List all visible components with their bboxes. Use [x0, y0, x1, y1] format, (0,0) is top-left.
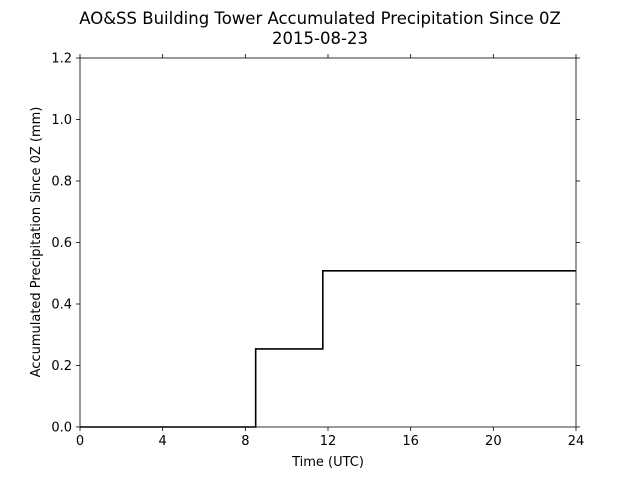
- x-tick-label: 4: [159, 434, 167, 449]
- x-tick-label: 24: [568, 434, 585, 449]
- y-tick-label: 1.2: [51, 52, 72, 67]
- x-tick-label: 8: [241, 434, 249, 449]
- y-tick-label: 0.8: [51, 175, 72, 190]
- plot-area: 0 4 8 12 16 20 24 0.0 0.2 0.4 0.6 0.8 1.0 1.2: [51, 52, 584, 450]
- y-tick-label: 0.4: [51, 298, 72, 313]
- chart-title: AO&SS Building Tower Accumulated Precipi…: [79, 9, 561, 28]
- x-tick-label: 0: [76, 434, 84, 449]
- chart-subtitle: 2015-08-23: [272, 29, 368, 48]
- y-tick-label: 0.0: [51, 421, 72, 436]
- y-axis-label: Accumulated Precipitation Since 0Z (mm): [29, 107, 44, 378]
- x-axis-label: Time (UTC): [291, 455, 364, 470]
- series-line-0: [80, 269, 576, 428]
- y-tick-label: 0.6: [51, 236, 72, 251]
- x-tick-label: 16: [402, 434, 419, 449]
- x-tick-label: 12: [320, 434, 337, 449]
- y-tick-label: 1.0: [51, 113, 72, 128]
- x-tick-label: 20: [485, 434, 502, 449]
- y-tick-label: 0.2: [51, 359, 72, 374]
- axes-frame: [79, 57, 577, 428]
